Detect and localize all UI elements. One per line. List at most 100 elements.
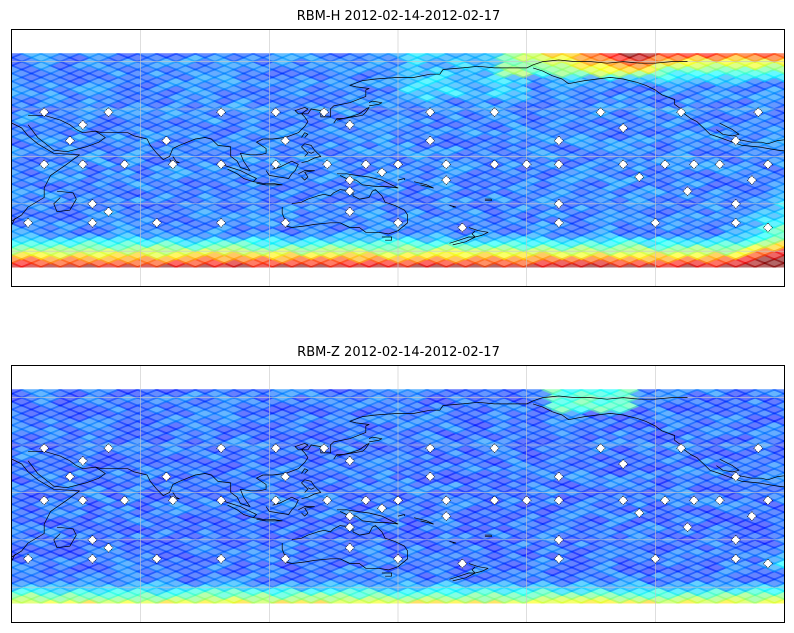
station-marker-45 — [682, 186, 693, 197]
field-cell-1024 — [665, 507, 690, 518]
coastline-8 — [301, 143, 322, 164]
field-cell-2317 — [723, 388, 748, 399]
field-cell-1882 — [627, 92, 652, 103]
field-cell-985 — [733, 511, 758, 522]
field-cell-1427 — [144, 467, 169, 478]
field-cell-1412 — [675, 135, 700, 146]
field-cell-1384 — [135, 471, 160, 482]
field-cell-808 — [636, 191, 661, 201]
field-cell-1369 — [685, 475, 710, 486]
field-cell-1157 — [733, 159, 758, 170]
field-cell-1006 — [318, 507, 343, 518]
field-cell-2223 — [569, 60, 594, 71]
field-cell-1880 — [588, 92, 613, 103]
field-cell-762 — [588, 530, 613, 541]
field-cell-1348 — [279, 139, 304, 150]
map-panel-rbm-h[interactable] — [11, 29, 785, 287]
field-cell-1530 — [472, 459, 497, 470]
field-cell-1798 — [665, 100, 690, 110]
field-cell-1519 — [260, 459, 285, 470]
field-cell-1342 — [164, 139, 189, 150]
field-cell-373 — [540, 230, 565, 241]
field-cell-1915 — [424, 424, 449, 435]
field-cell-1381 — [77, 471, 102, 482]
field-cell-870 — [173, 519, 198, 529]
field-cell-2097 — [617, 72, 642, 83]
field-cell-339 — [723, 570, 748, 581]
coastline-18 — [449, 572, 476, 582]
field-cell-253 — [723, 242, 748, 253]
field-cell-1349 — [299, 475, 324, 486]
field-cell-1103 — [530, 499, 555, 510]
station-marker-5 — [425, 107, 436, 118]
field-cell-378 — [636, 230, 661, 241]
field-cell-813 — [733, 527, 758, 537]
field-cell-2046 — [472, 412, 497, 423]
field-layer — [12, 366, 784, 622]
field-cell-2030 — [164, 412, 189, 423]
field-cell-547 — [579, 550, 603, 561]
field-cell-297 — [733, 574, 758, 585]
field-cell-358 — [250, 566, 275, 577]
field-cell-403 — [299, 562, 324, 573]
field-cell-1393 — [308, 471, 333, 482]
field-cell-1436 — [318, 467, 343, 478]
field-cell-1336 — [48, 139, 73, 150]
field-cell-848 — [588, 187, 613, 197]
field-cell-969 — [424, 511, 449, 522]
field-cell-75 — [607, 594, 632, 604]
station-marker-19 — [39, 495, 50, 506]
field-cell-1885 — [685, 92, 710, 103]
field-cell-1103 — [530, 163, 555, 174]
field-cell-1442 — [434, 467, 459, 478]
field-cell-49 — [106, 594, 131, 604]
field-cell-519 — [38, 550, 63, 561]
field-cell-977 — [579, 511, 603, 522]
field-cell-1500 — [714, 463, 739, 474]
field-cell-1056 — [443, 503, 468, 514]
field-cell-1908 — [289, 424, 314, 435]
field-cell-587 — [530, 210, 555, 221]
field-cell-2067 — [38, 72, 63, 83]
field-cell-74 — [588, 258, 613, 268]
field-cell-1810 — [57, 96, 82, 107]
field-cell-1154 — [675, 495, 700, 506]
map-panel-rbm-z[interactable] — [11, 365, 785, 623]
station-marker-26 — [360, 495, 371, 506]
field-cell-1607 — [299, 115, 324, 126]
field-cell-1194 — [627, 155, 652, 166]
field-cell-2356 — [636, 384, 661, 395]
field-cell-1536 — [588, 123, 613, 134]
field-cell-766 — [665, 530, 690, 541]
field-cell-1057 — [463, 503, 488, 514]
field-cell-1670 — [675, 112, 700, 122]
station-marker-49 — [103, 206, 114, 217]
field-cell-1607 — [299, 451, 324, 462]
field-cell-1808 — [19, 96, 44, 107]
field-cell-250 — [665, 242, 690, 253]
station-marker-20 — [77, 495, 88, 506]
field-cell-391 — [67, 562, 92, 573]
station-marker-16 — [425, 471, 436, 482]
field-cell-855 — [723, 523, 748, 533]
field-cell-2103 — [733, 408, 758, 419]
field-cell-501 — [530, 218, 555, 229]
field-cell-965 — [347, 511, 372, 522]
field-cell-2100 — [675, 72, 700, 83]
field-cell-899 — [733, 183, 758, 193]
field-cell-2137 — [569, 68, 594, 79]
field-cell-1324 — [636, 479, 661, 490]
field-cell-72 — [550, 594, 575, 604]
field-cell-2353 — [579, 384, 603, 395]
field-cell-359 — [270, 566, 295, 577]
field-cell-961 — [270, 511, 295, 522]
field-cell-123 — [694, 254, 719, 265]
field-cell-1440 — [395, 467, 420, 478]
station-marker-13 — [64, 135, 75, 146]
field-cell-874 — [250, 519, 275, 529]
field-cell-853 — [685, 187, 710, 197]
station-marker-21 — [119, 495, 130, 506]
field-cell-1498 — [675, 463, 700, 474]
station-marker-30 — [521, 159, 532, 170]
field-cell-1603 — [221, 451, 246, 462]
